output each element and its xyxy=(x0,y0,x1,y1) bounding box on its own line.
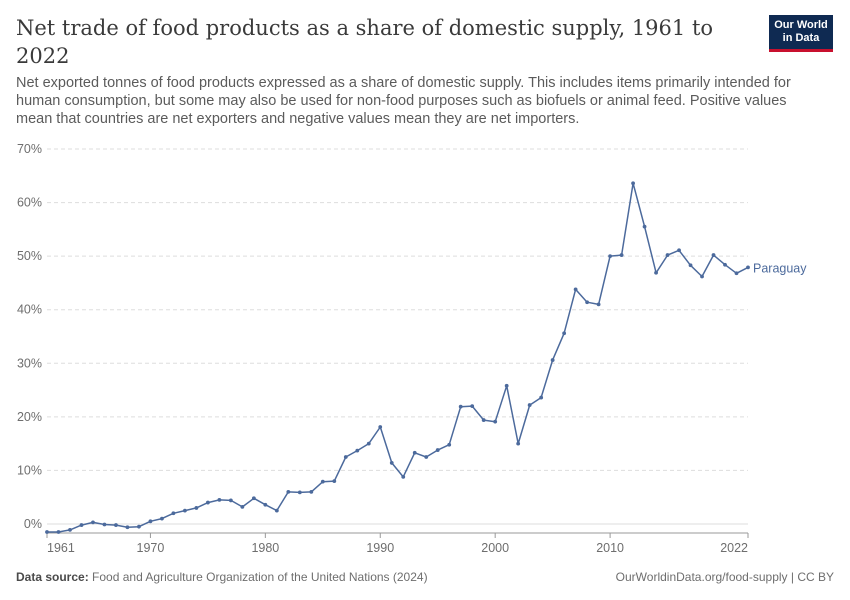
data-point xyxy=(125,525,130,530)
data-point xyxy=(297,490,302,495)
logo-line-2: in Data xyxy=(782,31,820,44)
data-point xyxy=(412,450,417,455)
data-point xyxy=(114,523,118,527)
x-tick-label: 1961 xyxy=(47,541,75,555)
y-tick-label: 50% xyxy=(17,249,42,263)
data-point xyxy=(137,524,141,529)
y-tick-label: 40% xyxy=(17,303,42,317)
series-label-paraguay: Paraguay xyxy=(753,261,807,275)
data-point xyxy=(205,500,210,505)
x-tick-label: 1990 xyxy=(366,541,394,555)
data-point xyxy=(45,530,49,534)
data-point xyxy=(654,270,658,275)
chart-title: Net trade of food products as a share of… xyxy=(16,16,714,68)
data-point xyxy=(320,479,325,484)
data-source-label: Data source: xyxy=(16,570,89,584)
data-source-text: Food and Agriculture Organization of the… xyxy=(92,570,428,584)
series-line-paraguay xyxy=(47,182,749,533)
data-point xyxy=(274,508,279,513)
data-point xyxy=(263,502,268,507)
data-point xyxy=(217,497,222,502)
y-tick-label: 20% xyxy=(17,410,42,424)
data-point xyxy=(148,519,153,524)
data-point xyxy=(228,498,233,503)
data-point xyxy=(332,479,337,484)
data-point xyxy=(481,418,486,422)
y-tick-label: 30% xyxy=(17,356,42,370)
data-point xyxy=(424,455,429,459)
data-point xyxy=(343,455,348,459)
data-point xyxy=(470,404,475,409)
data-point xyxy=(734,271,739,276)
x-tick-label: 1980 xyxy=(251,541,279,555)
chart-subtitle: Net exported tonnes of food products exp… xyxy=(16,75,791,127)
data-point xyxy=(619,253,624,257)
data-point xyxy=(309,489,314,494)
data-point xyxy=(573,287,578,292)
data-point xyxy=(160,516,164,521)
data-point xyxy=(56,530,61,534)
data-point xyxy=(504,383,509,388)
data-point xyxy=(631,181,635,186)
data-point xyxy=(746,265,750,270)
logo-line-1: Our World xyxy=(774,19,828,31)
data-point xyxy=(378,425,383,429)
data-point xyxy=(596,302,601,307)
data-point xyxy=(711,253,716,257)
data-point xyxy=(240,504,245,509)
data-point xyxy=(642,224,647,229)
y-tick-label: 10% xyxy=(17,463,42,477)
data-point xyxy=(79,523,84,527)
data-point xyxy=(677,248,681,253)
data-point xyxy=(251,496,256,501)
data-point xyxy=(539,395,544,400)
data-point xyxy=(435,448,440,452)
data-source: Data source: Food and Agriculture Organi… xyxy=(16,570,428,584)
data-point xyxy=(562,331,567,336)
data-point xyxy=(608,254,612,259)
data-point xyxy=(527,403,532,407)
data-point xyxy=(493,419,498,424)
data-point xyxy=(700,274,704,279)
y-tick-label: 0% xyxy=(24,517,42,531)
x-tick-label: 2010 xyxy=(596,541,624,555)
y-tick-label: 70% xyxy=(17,142,42,156)
data-point xyxy=(91,520,95,525)
owid-logo[interactable]: Our World in Data xyxy=(769,15,833,52)
data-point xyxy=(286,489,291,494)
data-point xyxy=(723,262,727,267)
data-point xyxy=(68,527,72,532)
x-tick-label: 1970 xyxy=(137,541,165,555)
data-point xyxy=(585,300,590,305)
data-point xyxy=(183,508,187,513)
data-point xyxy=(688,263,693,268)
data-point xyxy=(194,506,199,510)
data-point xyxy=(389,461,394,465)
data-point xyxy=(458,404,463,409)
data-point xyxy=(516,441,521,446)
data-point xyxy=(355,448,360,453)
data-point xyxy=(401,474,406,479)
data-point xyxy=(550,358,555,362)
x-tick-label: 2022 xyxy=(720,541,748,555)
data-point xyxy=(102,522,107,527)
y-tick-label: 60% xyxy=(17,196,42,210)
x-tick-label: 2000 xyxy=(481,541,509,555)
data-point xyxy=(665,253,670,257)
data-point xyxy=(171,511,176,516)
footer-credit[interactable]: OurWorldinData.org/food-supply | CC BY xyxy=(615,570,834,584)
data-point xyxy=(447,442,452,447)
data-point xyxy=(366,441,371,446)
